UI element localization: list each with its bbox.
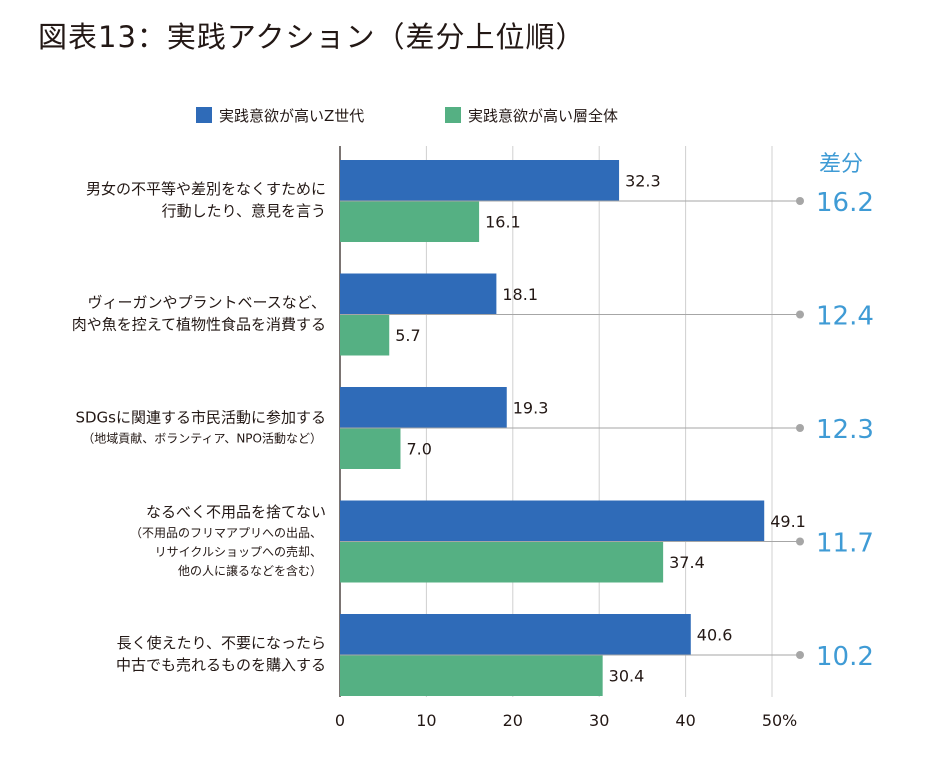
bar-all-3 bbox=[340, 428, 401, 469]
x-tick-label-20: 20 bbox=[503, 711, 523, 730]
difference-value-5: 10.2 bbox=[816, 642, 874, 672]
x-axis-unit: % bbox=[782, 711, 797, 730]
bar-zgen-1 bbox=[340, 160, 620, 201]
bar-all-4 bbox=[340, 541, 664, 583]
category-label-2-line-2: 肉や魚を控えて植物性食品を消費する bbox=[72, 316, 326, 334]
value-label-all-1: 16.1 bbox=[485, 213, 521, 232]
value-label-zgen-3: 19.3 bbox=[513, 399, 549, 418]
category-labels: 男女の不平等や差別をなくすために行動したり、意見を言うヴィーガンやプラントベース… bbox=[72, 180, 326, 674]
category-label-1-line-1: 男女の不平等や差別をなくすために bbox=[86, 180, 326, 198]
bar-zgen-4 bbox=[340, 500, 765, 542]
difference-column: 16.2 12.4 12.3 11.7 10.2 差分 bbox=[340, 152, 874, 672]
category-sublabel-4-line-3: 他の人に譲るなどを含む） bbox=[178, 563, 322, 578]
connector-dot-5 bbox=[796, 651, 804, 659]
value-label-all-2: 5.7 bbox=[395, 326, 420, 345]
bars: 32.3 16.1 18.1 5.7 19.3 7.0 49.1 37.4 40.6 30.4 bbox=[340, 160, 806, 696]
value-label-all-4: 37.4 bbox=[669, 553, 705, 572]
connector-dot-1 bbox=[796, 197, 804, 205]
category-label-5-line-1: 長く使えたり、不要になったら bbox=[117, 634, 326, 652]
x-axis: 0 10 20 30 40 50% bbox=[335, 711, 797, 730]
x-tick-label-10: 10 bbox=[416, 711, 436, 730]
legend-label-2: 実践意欲が高い層全体 bbox=[468, 107, 618, 125]
difference-value-3: 12.3 bbox=[816, 415, 874, 445]
legend-label-1: 実践意欲が高いZ世代 bbox=[219, 107, 364, 125]
bar-zgen-5 bbox=[340, 614, 691, 655]
difference-value-2: 12.4 bbox=[816, 302, 874, 332]
bar-zgen-2 bbox=[340, 273, 497, 315]
value-label-zgen-2: 18.1 bbox=[502, 285, 538, 304]
page-title: 図表13：実践アクション（差分上位順） bbox=[38, 20, 586, 54]
difference-value-1: 16.2 bbox=[816, 188, 874, 218]
value-label-zgen-1: 32.3 bbox=[625, 172, 661, 191]
difference-value-4: 11.7 bbox=[816, 529, 874, 559]
category-label-1-line-2: 行動したり、意見を言う bbox=[162, 202, 326, 220]
x-tick-label-0: 0 bbox=[335, 711, 345, 730]
value-label-all-3: 7.0 bbox=[406, 440, 431, 459]
legend: 実践意欲が高いZ世代 実践意欲が高い層全体 bbox=[196, 107, 618, 125]
bar-all-2 bbox=[340, 314, 390, 356]
connector-dot-2 bbox=[796, 310, 804, 319]
category-sublabel-4-line-1: （不用品のフリマアプリへの出品、 bbox=[130, 526, 322, 540]
category-label-5-line-2: 中古でも売れるものを購入する bbox=[116, 656, 326, 674]
category-label-2-line-1: ヴィーガンやプラントベースなど、 bbox=[87, 294, 326, 312]
category-sublabel-4-line-2: リサイクルショップへの売却、 bbox=[155, 544, 322, 559]
x-tick-label-40: 40 bbox=[675, 711, 695, 730]
category-label-4-line-1: なるべく不用品を捨てない bbox=[146, 503, 326, 521]
category-label-3-line-1: SDGsに関連する市民活動に参加する bbox=[75, 409, 326, 427]
bar-all-5 bbox=[340, 655, 603, 696]
connector-dot-3 bbox=[796, 424, 804, 432]
value-label-all-5: 30.4 bbox=[609, 667, 645, 686]
legend-swatch-2 bbox=[445, 107, 461, 123]
connector-dot-4 bbox=[796, 537, 804, 546]
x-tick-label-30: 30 bbox=[589, 711, 609, 730]
value-label-zgen-4: 49.1 bbox=[770, 512, 806, 531]
difference-header: 差分 bbox=[819, 152, 863, 177]
x-tick-label-50: 50 bbox=[762, 711, 782, 730]
category-sublabel-3-line-1: （地域貢献、ボランティア、NPO活動など） bbox=[82, 431, 322, 446]
value-label-zgen-5: 40.6 bbox=[697, 626, 733, 645]
bar-zgen-3 bbox=[340, 387, 507, 428]
bar-all-1 bbox=[340, 201, 480, 242]
legend-swatch-1 bbox=[196, 107, 212, 123]
